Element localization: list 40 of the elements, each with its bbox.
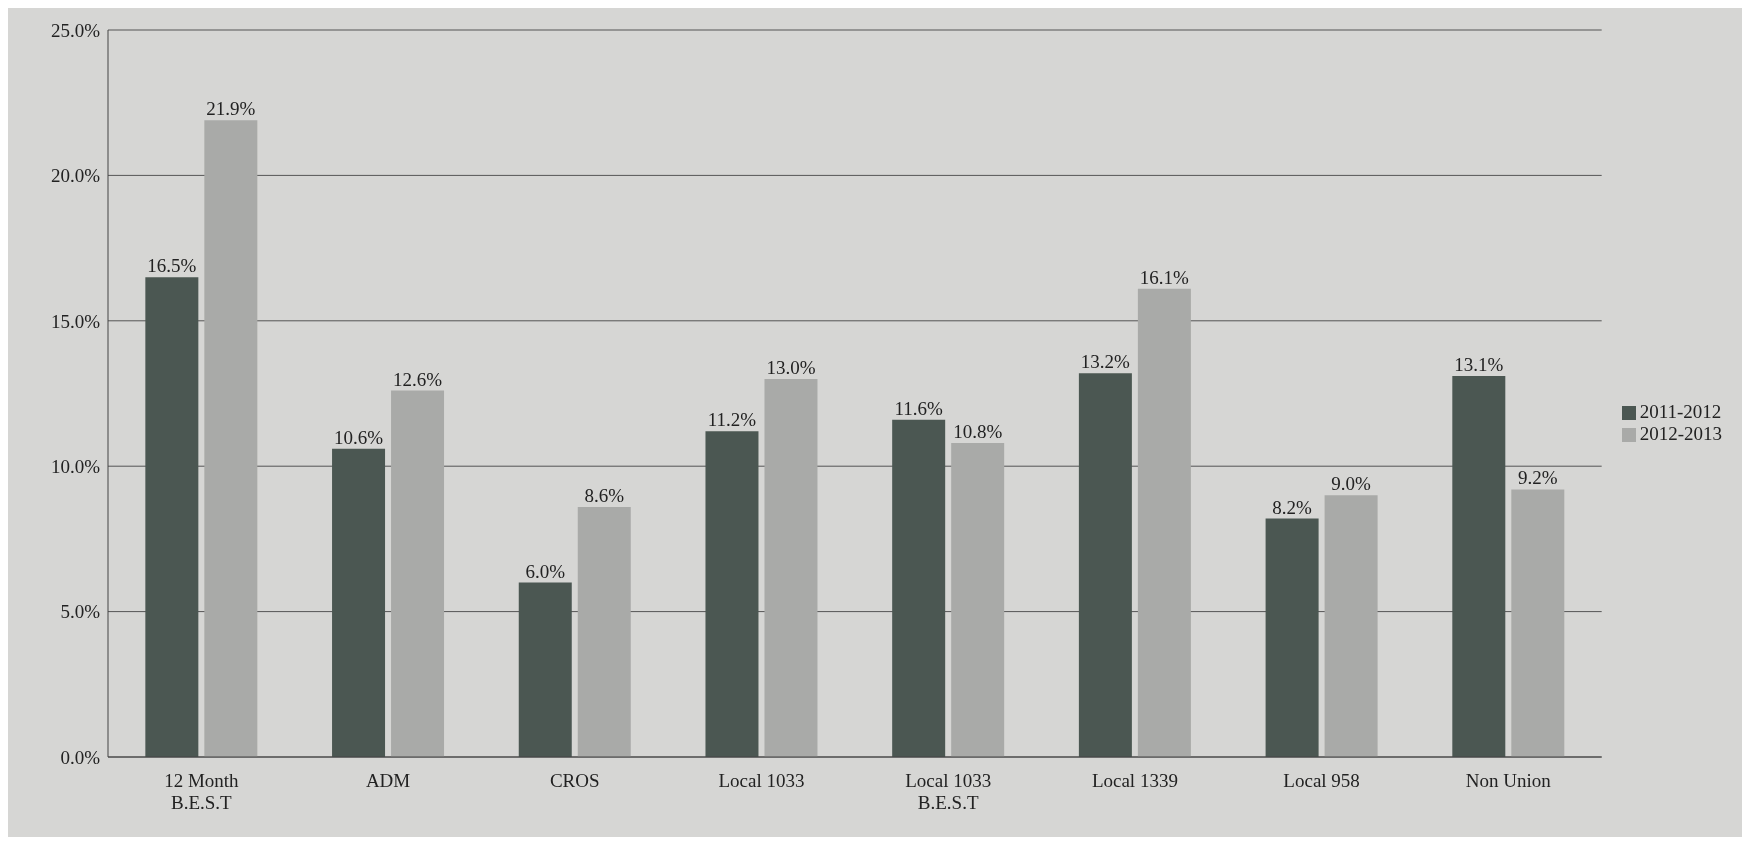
legend-label: 2012-2013: [1639, 422, 1722, 444]
data-label: 10.6%: [334, 426, 384, 448]
y-tick-label: 10.0%: [50, 455, 101, 477]
data-label: 13.1%: [1454, 354, 1504, 376]
y-tick-label: 0.0%: [60, 746, 101, 768]
x-tick-label: Non Union: [1465, 770, 1552, 791]
x-tick-label: Local 1033: [718, 770, 805, 791]
data-label: 13.2%: [1080, 351, 1131, 373]
data-label: 16.1%: [1139, 266, 1190, 288]
data-label: 13.0%: [766, 356, 816, 378]
bar: [764, 378, 818, 757]
data-label: 11.6%: [894, 397, 944, 419]
data-label: 12.6%: [393, 368, 443, 390]
bar: [577, 506, 631, 757]
bar: [951, 442, 1005, 757]
x-tick-label: CROS: [549, 770, 600, 791]
y-tick-label: 5.0%: [60, 601, 101, 623]
y-tick-label: 20.0%: [50, 165, 101, 187]
data-label: 8.2%: [1272, 496, 1313, 518]
data-label: 11.2%: [707, 409, 757, 431]
bar: [1511, 489, 1565, 757]
x-tick-label: ADM: [365, 770, 411, 791]
data-label: 9.2%: [1518, 467, 1558, 489]
bar: [1324, 495, 1378, 757]
x-tick-label: Local 958: [1283, 770, 1360, 791]
y-tick-label: 15.0%: [50, 310, 101, 332]
data-label: 6.0%: [525, 560, 566, 582]
data-label: 21.9%: [206, 98, 256, 120]
x-tick-label: Local 1033 B.E.S.T: [905, 770, 992, 813]
data-label: 16.5%: [147, 255, 197, 277]
bar: [204, 120, 258, 757]
data-label: 10.8%: [953, 420, 1003, 442]
y-tick-label: 25.0%: [50, 19, 101, 41]
legend-label: 2011-2012: [1639, 400, 1722, 422]
x-tick-label: Local 1339: [1091, 770, 1178, 791]
bar: [1137, 288, 1191, 757]
data-label: 9.0%: [1331, 473, 1372, 495]
data-label: 8.6%: [584, 484, 625, 506]
x-tick-label: 12 Month B.E.S.T: [164, 770, 240, 813]
bar: [391, 390, 445, 757]
